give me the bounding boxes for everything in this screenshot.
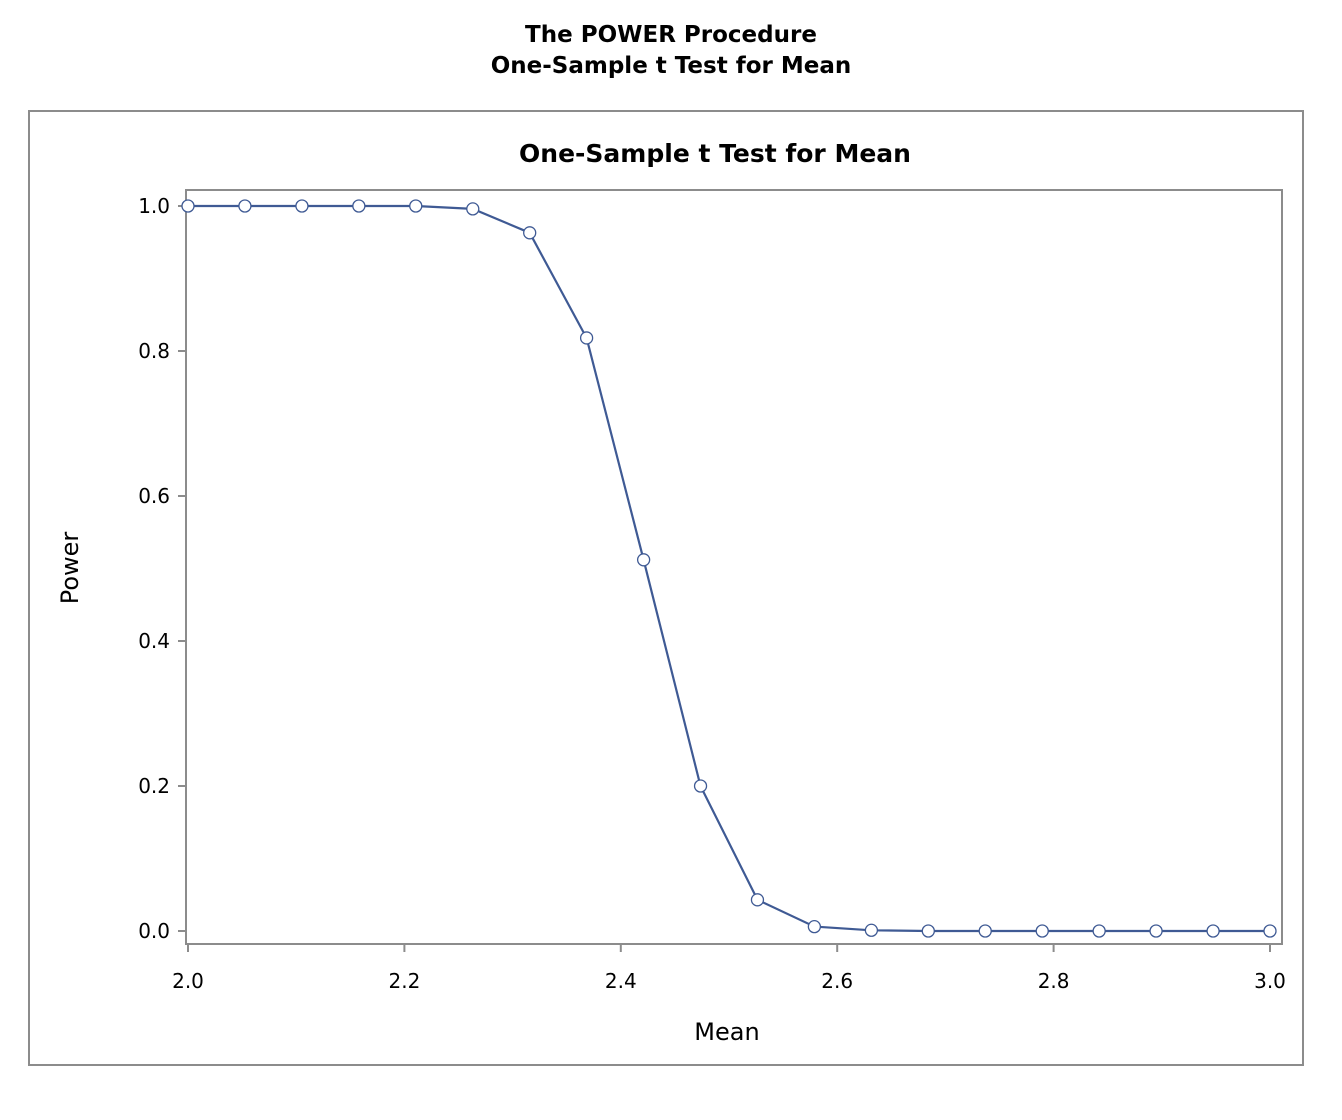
data-point bbox=[921, 924, 935, 938]
y-tick-label: 0.0 bbox=[138, 919, 170, 943]
data-point bbox=[181, 199, 195, 213]
y-tick-label: 0.8 bbox=[138, 339, 170, 363]
x-tick-label: 2.4 bbox=[605, 969, 637, 993]
series-power bbox=[181, 199, 1277, 938]
y-tick-label: 1.0 bbox=[138, 194, 170, 218]
data-point bbox=[409, 199, 423, 213]
y-tick-label: 0.4 bbox=[138, 629, 170, 653]
data-point bbox=[352, 199, 366, 213]
data-point bbox=[978, 924, 992, 938]
series-line bbox=[188, 204, 1270, 933]
y-tick-label: 0.6 bbox=[138, 484, 170, 508]
x-tick-label: 3.0 bbox=[1254, 969, 1286, 993]
data-point bbox=[238, 199, 252, 213]
page-title: The POWER Procedure bbox=[525, 22, 817, 48]
x-axis-label: Mean bbox=[694, 1018, 759, 1046]
data-point bbox=[579, 331, 594, 345]
x-tick-label: 2.8 bbox=[1038, 969, 1070, 993]
data-point bbox=[1149, 924, 1163, 938]
y-axis: 0.0 0.2 0.4 0.6 0.8 1.0 bbox=[138, 194, 186, 943]
data-point bbox=[1092, 924, 1106, 938]
data-point bbox=[1263, 924, 1277, 938]
y-axis-label: Power bbox=[56, 532, 84, 605]
chart-frame: One-Sample t Test for Mean 0.0 0.2 0.4 0.6 0… bbox=[28, 110, 1304, 1066]
x-tick-label: 2.2 bbox=[388, 969, 420, 993]
data-point bbox=[1206, 924, 1220, 938]
page-subtitle: One-Sample t Test for Mean bbox=[490, 53, 852, 79]
data-point bbox=[807, 920, 822, 934]
y-tick-label: 0.2 bbox=[138, 774, 170, 798]
plot-area bbox=[185, 189, 1283, 945]
data-point bbox=[864, 923, 879, 937]
x-tick-label: 2.6 bbox=[821, 969, 853, 993]
data-point bbox=[466, 202, 480, 216]
power-chart: One-Sample t Test for Mean 0.00.20.40.60… bbox=[56, 139, 1286, 1046]
data-point bbox=[295, 199, 309, 213]
data-point bbox=[1035, 924, 1049, 938]
x-tick-label: 2.0 bbox=[172, 969, 204, 993]
data-point bbox=[523, 226, 537, 240]
x-axis: 2.0 2.2 2.4 2.6 2.8 3.0 bbox=[172, 944, 1286, 993]
data-point bbox=[693, 779, 708, 793]
chart-title: One-Sample t Test for Mean bbox=[519, 139, 911, 168]
data-point bbox=[636, 553, 651, 567]
data-point bbox=[750, 893, 765, 907]
